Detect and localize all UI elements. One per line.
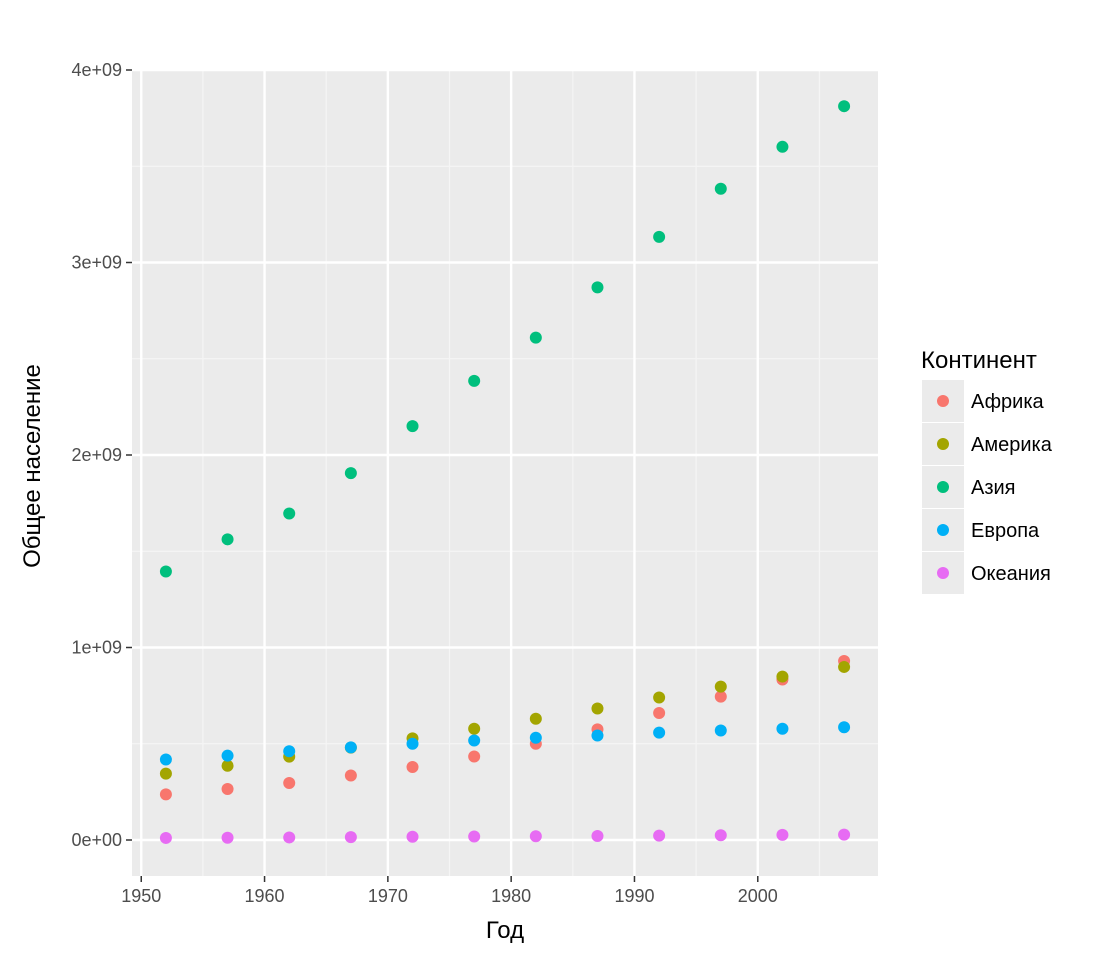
y-tick-label: 3e+09 <box>71 253 122 273</box>
data-point <box>838 100 851 113</box>
data-point <box>529 331 542 344</box>
data-point <box>714 182 727 195</box>
legend-label: Азия <box>971 477 1016 499</box>
data-point <box>714 680 727 693</box>
data-point <box>653 230 666 243</box>
data-point <box>344 741 357 754</box>
data-point <box>283 777 296 790</box>
data-point <box>406 761 419 774</box>
legend-marker <box>937 524 949 536</box>
legend-label: Африка <box>971 391 1045 413</box>
data-point <box>714 829 727 842</box>
data-point <box>838 721 851 734</box>
data-point <box>468 722 481 735</box>
data-point <box>406 737 419 750</box>
data-point <box>468 830 481 843</box>
data-point <box>653 726 666 739</box>
data-point <box>159 788 172 801</box>
panel-background <box>132 70 878 876</box>
data-point <box>344 467 357 480</box>
data-point <box>159 565 172 578</box>
legend-title: Континент <box>921 347 1037 374</box>
data-point <box>221 533 234 546</box>
y-tick-label: 0e+00 <box>71 830 122 850</box>
legend: Континент Африка Америка Азия Европа Океания <box>921 347 1053 594</box>
data-point <box>283 507 296 520</box>
x-tick-label: 1950 <box>121 886 161 906</box>
data-point <box>714 690 727 703</box>
legend-label: Европа <box>971 520 1040 542</box>
data-point <box>591 729 604 742</box>
data-point <box>529 731 542 744</box>
data-point <box>344 769 357 782</box>
legend-label: Океания <box>971 563 1051 585</box>
data-point <box>776 828 789 841</box>
data-point <box>529 712 542 725</box>
data-point <box>406 830 419 843</box>
grid-minor <box>132 70 878 876</box>
data-point <box>653 829 666 842</box>
data-point <box>468 734 481 747</box>
data-point <box>591 829 604 842</box>
data-point <box>159 831 172 844</box>
data-point <box>838 828 851 841</box>
x-tick-label: 1960 <box>245 886 285 906</box>
y-tick-label: 2e+09 <box>71 445 122 465</box>
data-point <box>653 706 666 719</box>
legend-marker <box>937 481 949 493</box>
x-tick-label: 2000 <box>738 886 778 906</box>
data-point <box>468 750 481 763</box>
data-point <box>468 374 481 387</box>
data-point <box>714 724 727 737</box>
data-point <box>159 767 172 780</box>
data-points <box>159 100 851 844</box>
legend-label: Америка <box>971 434 1053 456</box>
axis-ticks: 1950 1960 1970 1980 1990 2000 0e+00 1e+09 2e+09 3… <box>71 60 777 906</box>
data-point <box>159 753 172 766</box>
data-point <box>591 281 604 294</box>
x-tick-label: 1980 <box>491 886 531 906</box>
legend-marker <box>937 438 949 450</box>
data-point <box>283 831 296 844</box>
x-tick-label: 1970 <box>368 886 408 906</box>
legend-marker <box>937 395 949 407</box>
data-point <box>221 831 234 844</box>
y-tick-label: 1e+09 <box>71 638 122 658</box>
data-point <box>344 831 357 844</box>
data-point <box>221 759 234 772</box>
y-tick-label: 4e+09 <box>71 60 122 80</box>
data-point <box>776 140 789 153</box>
data-point <box>776 670 789 683</box>
data-point <box>591 702 604 715</box>
grid-major <box>132 68 878 876</box>
data-point <box>838 660 851 673</box>
x-axis-title: Год <box>486 917 524 944</box>
data-point <box>653 691 666 704</box>
data-point <box>283 745 296 758</box>
data-point <box>529 830 542 843</box>
data-point <box>776 722 789 735</box>
data-point <box>221 782 234 795</box>
data-point <box>221 749 234 762</box>
y-axis-title: Общее население <box>19 364 46 568</box>
data-point <box>406 420 419 433</box>
legend-marker <box>937 567 949 579</box>
x-tick-label: 1990 <box>614 886 654 906</box>
